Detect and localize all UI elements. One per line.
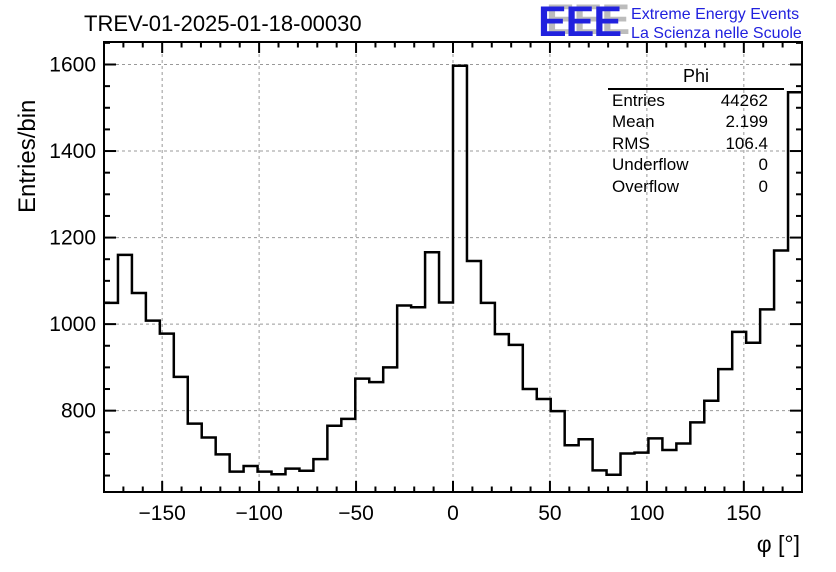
x-tick-label: 50 xyxy=(538,502,561,525)
stats-label: Mean xyxy=(612,112,655,132)
stats-value: 44262 xyxy=(720,91,768,110)
stats-label: Overflow xyxy=(612,176,680,196)
x-tick-label: 150 xyxy=(726,502,761,525)
x-tick-label: 100 xyxy=(629,502,664,525)
x-axis-title: φ [°] xyxy=(756,531,800,557)
eee-logo-text: Extreme Energy Events La Scienza nelle S… xyxy=(631,2,802,43)
stats-box: Phi Entries 44262 Mean 2.199 RMS 106.4 U… xyxy=(608,64,784,197)
stats-box-title: Phi xyxy=(608,64,784,90)
stats-value: 2.199 xyxy=(725,112,768,132)
x-tick-label: −50 xyxy=(338,502,374,525)
plot-title: TREV-01-2025-01-18-00030 xyxy=(84,11,362,36)
y-tick-label: 1000 xyxy=(49,313,96,336)
x-tick-label: 0 xyxy=(447,502,459,525)
stats-label: RMS xyxy=(612,133,650,153)
eee-logo-line1: Extreme Energy Events xyxy=(631,6,800,23)
stats-label: Underflow xyxy=(612,155,689,175)
stats-row-overflow: Overflow 0 xyxy=(608,176,784,197)
eee-logo: EEE Extreme Energy Events La Scienza nel… xyxy=(538,0,802,46)
stats-row-mean: Mean 2.199 xyxy=(608,111,784,132)
stats-row-underflow: Underflow 0 xyxy=(608,154,784,175)
stats-value: 106.4 xyxy=(725,133,768,153)
stats-label: Entries xyxy=(612,91,665,110)
stats-value: 0 xyxy=(758,176,768,196)
stats-row-rms: RMS 106.4 xyxy=(608,133,784,154)
stats-row-entries: Entries 44262 xyxy=(608,90,784,111)
y-tick-label: 1200 xyxy=(49,227,96,250)
histogram-step-line xyxy=(104,64,802,476)
y-tick-label: 1400 xyxy=(49,140,96,163)
x-tick-label: −150 xyxy=(139,502,186,525)
y-tick-label: 800 xyxy=(61,400,96,423)
x-tick-label: −100 xyxy=(235,502,282,525)
y-tick-label: 1600 xyxy=(49,54,96,77)
stats-value: 0 xyxy=(758,155,768,175)
y-axis-title: Entries/bin xyxy=(14,99,41,213)
eee-logo-letters: EEE xyxy=(538,0,622,46)
eee-logo-line2: La Scienza nelle Scuole xyxy=(631,25,802,42)
